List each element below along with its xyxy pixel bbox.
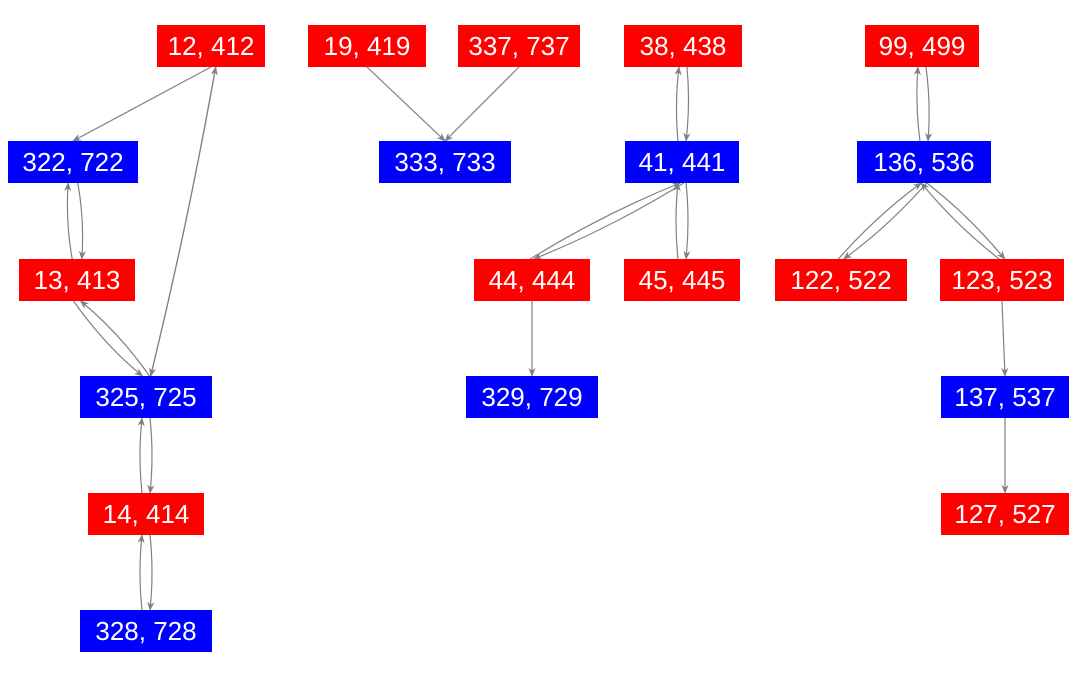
- node-label: 45, 445: [639, 265, 726, 295]
- node-n333: 333, 733: [379, 141, 511, 183]
- edge-n325-to-n13: [79, 300, 151, 377]
- node-label: 19, 419: [324, 31, 411, 61]
- edge-n136-to-n122: [842, 182, 928, 260]
- node-n45: 45, 445: [624, 259, 740, 301]
- edge-n19-to-n333: [366, 66, 446, 142]
- node-label: 337, 737: [468, 31, 569, 61]
- edge-n13-to-n322: [64, 182, 73, 260]
- node-n322: 322, 722: [8, 141, 138, 183]
- node-label: 136, 536: [873, 147, 974, 177]
- edge-n41-to-n44: [532, 182, 685, 260]
- node-n127: 127, 527: [941, 493, 1069, 535]
- node-box: [379, 141, 511, 183]
- node-label: 123, 523: [951, 265, 1052, 295]
- edge-n38-to-n41: [683, 66, 691, 142]
- edge-n123-to-n137: [1001, 300, 1009, 377]
- node-box: [8, 141, 138, 183]
- edge-n122-to-n136: [837, 182, 923, 260]
- nodes-layer: 12, 412 19, 419 337, 737 38, 438 99, 499 322,…: [8, 25, 1069, 652]
- node-n38: 38, 438: [624, 25, 742, 67]
- node-label: 13, 413: [34, 265, 121, 295]
- node-label: 325, 725: [95, 382, 196, 412]
- node-label: 44, 444: [489, 265, 576, 295]
- edge-n41-to-n38: [674, 66, 682, 142]
- node-box: [625, 141, 739, 183]
- node-n12: 12, 412: [157, 25, 265, 67]
- edge-n99-to-n136: [925, 66, 933, 142]
- node-label: 38, 438: [640, 31, 727, 61]
- node-label: 322, 722: [22, 147, 123, 177]
- edge-n44-to-n41: [529, 182, 682, 260]
- node-box: [19, 259, 135, 301]
- edge-n12-to-n325: [149, 66, 217, 377]
- node-n14: 14, 414: [88, 493, 204, 535]
- edge-n14-to-n328: [147, 534, 155, 611]
- node-box: [474, 259, 590, 301]
- node-box: [308, 25, 426, 67]
- node-box: [775, 259, 907, 301]
- edge-n14-to-n325: [137, 417, 145, 494]
- node-label: 127, 527: [954, 499, 1055, 529]
- node-n325: 325, 725: [80, 376, 212, 418]
- edge-n325-to-n14: [147, 417, 155, 494]
- node-n136: 136, 536: [857, 141, 991, 183]
- node-n337: 337, 737: [458, 25, 580, 67]
- node-label: 14, 414: [103, 499, 190, 529]
- node-n122: 122, 522: [775, 259, 907, 301]
- node-box: [157, 25, 265, 67]
- node-box: [624, 259, 740, 301]
- edge-n41-to-n45: [683, 182, 691, 260]
- edge-n328-to-n14: [137, 534, 145, 611]
- node-box: [624, 25, 742, 67]
- node-n41: 41, 441: [625, 141, 739, 183]
- node-box: [940, 259, 1064, 301]
- edge-n13-to-n325: [72, 300, 144, 377]
- node-box: [941, 376, 1069, 418]
- node-label: 137, 537: [954, 382, 1055, 412]
- edge-n325-to-n12: [150, 66, 218, 377]
- node-label: 12, 412: [168, 31, 255, 61]
- node-n329: 329, 729: [466, 376, 598, 418]
- node-box: [865, 25, 979, 67]
- edge-n322-to-n13: [77, 182, 86, 260]
- node-label: 329, 729: [481, 382, 582, 412]
- node-label: 328, 728: [95, 616, 196, 646]
- edge-n337-to-n333: [444, 66, 520, 142]
- node-n99: 99, 499: [865, 25, 979, 67]
- node-box: [88, 493, 204, 535]
- node-n123: 123, 523: [940, 259, 1064, 301]
- node-box: [80, 610, 212, 652]
- node-box: [458, 25, 580, 67]
- node-n328: 328, 728: [80, 610, 212, 652]
- node-box: [857, 141, 991, 183]
- edge-n136-to-n99: [913, 66, 921, 142]
- edge-n123-to-n136: [920, 182, 1000, 260]
- node-box: [941, 493, 1069, 535]
- node-label: 41, 441: [639, 147, 726, 177]
- node-n19: 19, 419: [308, 25, 426, 67]
- node-n137: 137, 537: [941, 376, 1069, 418]
- edges-layer: [64, 66, 1009, 611]
- node-label: 333, 733: [394, 147, 495, 177]
- node-n13: 13, 413: [19, 259, 135, 301]
- edge-n45-to-n41: [673, 182, 681, 260]
- node-box: [80, 376, 212, 418]
- node-label: 99, 499: [879, 31, 966, 61]
- node-n44: 44, 444: [474, 259, 590, 301]
- node-box: [466, 376, 598, 418]
- node-label: 122, 522: [790, 265, 891, 295]
- edge-n12-to-n322: [72, 66, 212, 142]
- edge-n136-to-n123: [926, 182, 1006, 260]
